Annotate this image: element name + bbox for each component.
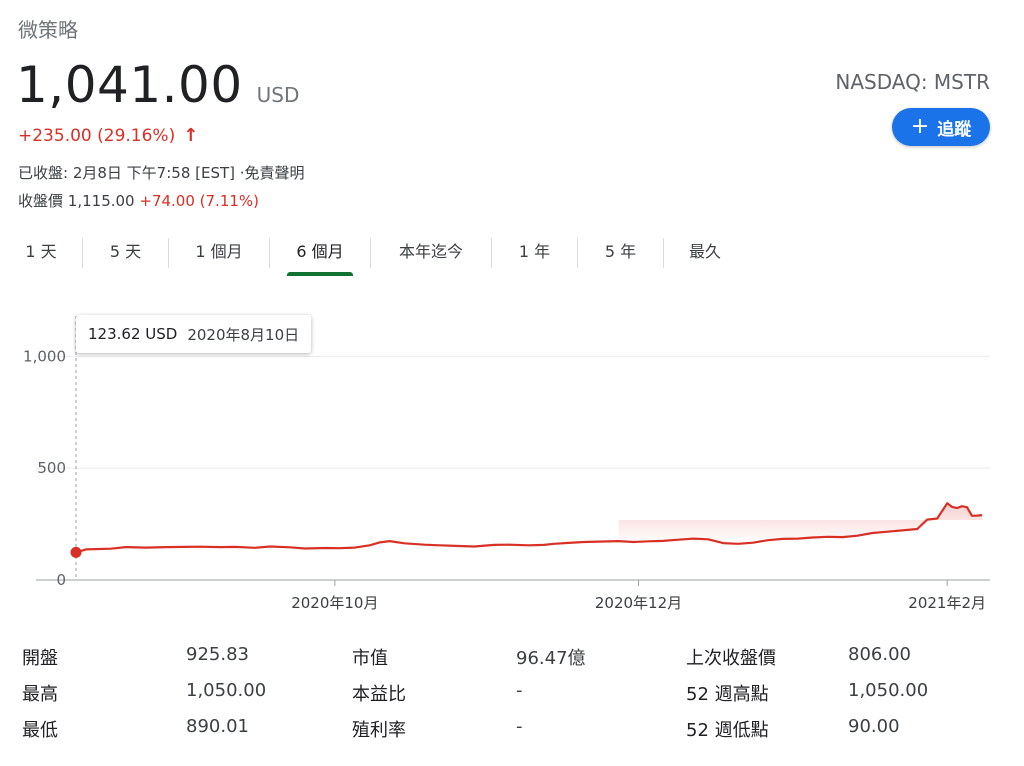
tab-1-month[interactable]: 1 個月 xyxy=(195,242,243,261)
stat-pe-value: - xyxy=(516,680,523,701)
stat-high-value: 1,050.00 xyxy=(186,680,267,701)
y-tick-label: 0 xyxy=(56,571,66,589)
close-time: 已收盤: 2月8日 下午7:58 [EST] · xyxy=(18,164,245,182)
tab-divider xyxy=(168,238,169,268)
current-price: 1,041.00 xyxy=(16,56,243,114)
stat-52w-high-label: 52 週高點 xyxy=(686,684,769,705)
price-change: +235.00 (29.16%) ↑ xyxy=(18,125,198,146)
follow-label: 追蹤 xyxy=(937,119,972,140)
after-hours-change: +74.00 (7.11%) xyxy=(139,192,260,210)
tab-divider xyxy=(577,238,578,268)
stat-high-label: 最高 xyxy=(22,684,58,705)
tab-5-days[interactable]: 5 天 xyxy=(109,242,142,261)
disclaimer-link[interactable]: 免責聲明 xyxy=(244,164,305,182)
tab-5-years[interactable]: 5 年 xyxy=(604,242,637,261)
y-tick-label: 1,000 xyxy=(23,347,66,365)
tab-divider xyxy=(491,238,492,268)
price-chart[interactable]: 0 500 1,000 2020年10月 2020年12月 2021年2月 xyxy=(0,296,1024,626)
stat-open-value: 925.83 xyxy=(186,644,249,665)
arrow-up-icon: ↑ xyxy=(183,125,199,146)
stat-52w-high-value: 1,050.00 xyxy=(848,680,929,701)
after-hours-price: 1,115.00 xyxy=(67,192,135,210)
selected-tab-indicator xyxy=(287,272,353,276)
stat-yield-value: - xyxy=(516,716,523,737)
stat-low-value: 890.01 xyxy=(186,716,249,737)
currency-label: USD xyxy=(256,83,300,107)
chart-tooltip: 123.62 USD 2020年8月10日 xyxy=(76,315,312,353)
stat-market-cap-label: 市值 xyxy=(352,648,388,669)
stat-52w-low-value: 90.00 xyxy=(848,716,900,737)
tab-1-year[interactable]: 1 年 xyxy=(518,242,551,261)
price-change-value: +235.00 (29.16%) xyxy=(18,125,176,146)
stat-52w-low-label: 52 週低點 xyxy=(686,720,769,741)
x-tick-label: 2021年2月 xyxy=(908,594,986,612)
hover-point xyxy=(70,546,82,558)
tab-divider xyxy=(370,238,371,268)
stat-prev-close-label: 上次收盤價 xyxy=(686,648,776,669)
plus-icon: + xyxy=(910,114,930,139)
stat-low-label: 最低 xyxy=(22,720,58,741)
tab-max[interactable]: 最久 xyxy=(688,242,721,261)
tab-divider xyxy=(82,238,83,268)
tab-ytd[interactable]: 本年迄今 xyxy=(398,242,463,261)
after-hours-info: 收盤價 1,115.00 +74.00 (7.11%) xyxy=(18,190,259,211)
price-row: 1,041.00 USD xyxy=(16,56,299,114)
x-tick-label: 2020年10月 xyxy=(291,594,378,612)
tab-6-months[interactable]: 6 個月 xyxy=(270,236,370,276)
price-chart-svg: 0 500 1,000 2020年10月 2020年12月 2021年2月 xyxy=(23,316,990,612)
stat-open-label: 開盤 xyxy=(22,648,58,669)
tab-divider xyxy=(269,238,270,268)
tab-divider xyxy=(663,238,664,268)
stat-pe-label: 本益比 xyxy=(352,684,406,705)
area-fill xyxy=(618,503,982,544)
exchange-ticker: NASDAQ: MSTR xyxy=(835,70,990,94)
y-tick-label: 500 xyxy=(37,459,66,477)
price-line xyxy=(75,502,983,554)
range-tabs: 1 天 5 天 1 個月 6 個月 本年迄今 1 年 5 年 最久 xyxy=(0,236,760,276)
tab-1-day[interactable]: 1 天 xyxy=(25,242,57,261)
tooltip-date: 2020年8月10日 xyxy=(187,325,300,344)
stat-market-cap-value: 96.47億 xyxy=(516,648,586,669)
x-tick-label: 2020年12月 xyxy=(595,594,682,612)
market-status: 已收盤: 2月8日 下午7:58 [EST] ·免責聲明 xyxy=(18,162,305,183)
after-hours-label: 收盤價 xyxy=(18,192,64,210)
tooltip-price: 123.62 USD xyxy=(88,325,178,343)
stat-yield-label: 殖利率 xyxy=(352,720,406,741)
follow-button[interactable]: + 追蹤 xyxy=(892,108,990,146)
stat-prev-close-value: 806.00 xyxy=(848,644,911,665)
company-name: 微策略 xyxy=(18,18,78,42)
